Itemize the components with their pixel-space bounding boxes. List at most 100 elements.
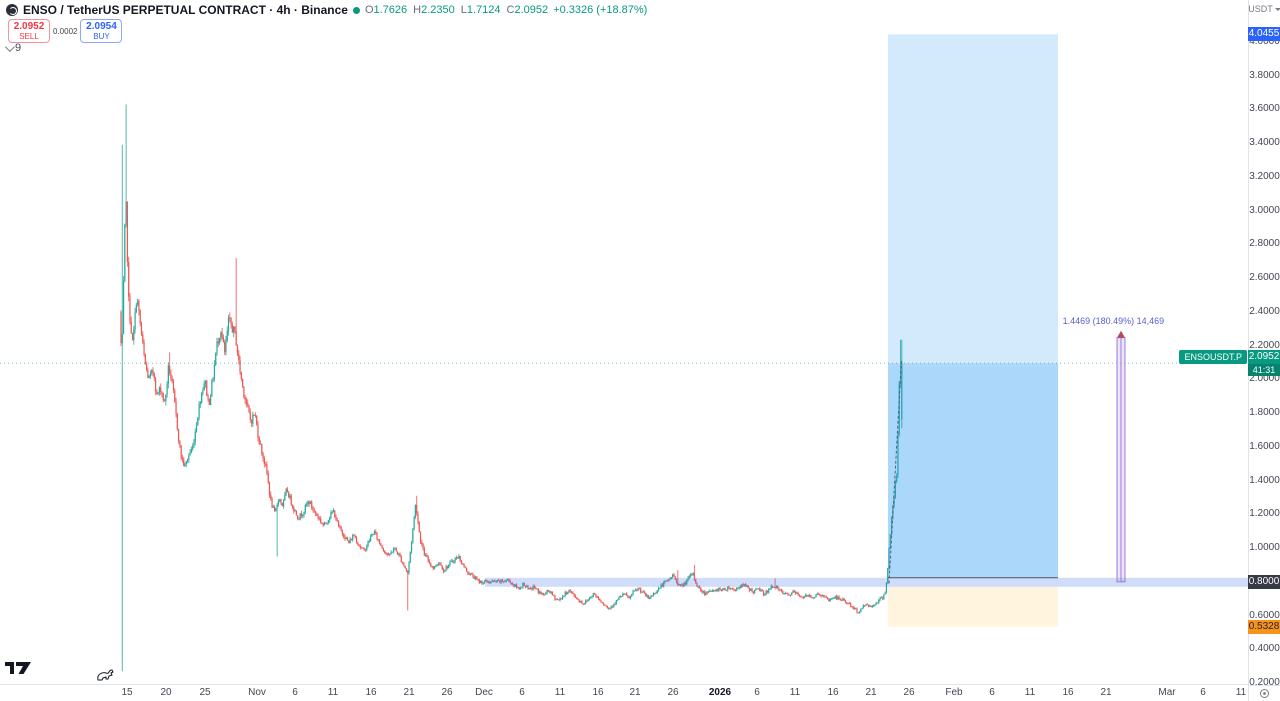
candle-body [189, 452, 191, 456]
candle-body [435, 566, 437, 568]
candle-body [294, 510, 296, 512]
candle-body [537, 588, 539, 593]
candle-body [794, 591, 797, 594]
candle-body [792, 590, 794, 593]
candle-body [144, 354, 146, 365]
ohlc-key: O [364, 4, 374, 16]
stop-price-label: 0.5328 [1248, 619, 1280, 634]
candle-body [245, 399, 248, 404]
candle-body [403, 563, 405, 566]
candle-body [340, 527, 342, 531]
candle-body [254, 415, 256, 417]
chevron-down-icon [4, 41, 15, 52]
candle-body [674, 576, 676, 580]
candle-body [368, 540, 370, 542]
candle-body [263, 458, 265, 465]
support-band[interactable] [485, 577, 1248, 587]
candle-body [742, 584, 744, 586]
candle-body [513, 584, 515, 587]
candle-body [541, 593, 543, 595]
candle-body [239, 359, 241, 373]
candle-body [244, 397, 246, 400]
candle-body [402, 562, 404, 564]
price-tick: 3.0000 [1249, 204, 1280, 216]
candle-body [759, 588, 761, 591]
candle-body [385, 552, 387, 554]
candle-body [490, 581, 492, 583]
candle-body [523, 582, 525, 586]
candle-body [550, 591, 552, 593]
candle-body [672, 574, 674, 578]
candle-body [224, 341, 226, 353]
candle-body [261, 443, 263, 454]
candle-body [554, 595, 556, 600]
candle-body [393, 548, 395, 552]
candle-body [158, 387, 160, 394]
candle-body [601, 602, 603, 604]
ohlc-value: 1.7626 [373, 4, 408, 16]
candle-body [318, 518, 320, 520]
candle-body [229, 317, 231, 319]
candle-body [505, 580, 507, 582]
candle-body [642, 591, 644, 593]
chart-canvas[interactable] [0, 0, 1248, 685]
candle-body [553, 595, 555, 597]
candle-body [387, 554, 390, 556]
candle-body [637, 588, 639, 591]
position-stop-zone[interactable] [888, 586, 1058, 627]
candle-body [125, 201, 127, 225]
candle-body [536, 588, 538, 590]
sell-button[interactable]: 2.0952 SELL [8, 19, 50, 43]
candle-body [773, 586, 775, 588]
candle-body [530, 588, 532, 590]
pump-trendline[interactable] [888, 359, 902, 584]
candle-body [309, 501, 312, 504]
time-axis[interactable]: 15 20 25 Nov 6 11 16 21 26 Dec 6 11 16 21 26 2026 6 11 16 2… [0, 684, 1248, 701]
candle-body [801, 596, 803, 598]
candle-body [705, 592, 707, 595]
candle-body [888, 548, 890, 569]
candle-body [652, 593, 655, 596]
position-profit-zone-lower[interactable] [888, 363, 1058, 578]
candle-body [871, 605, 873, 608]
candle-body [259, 443, 262, 445]
axis-settings-corner[interactable] [1248, 685, 1280, 701]
candle-body [247, 403, 249, 406]
tradingview-logo[interactable] [5, 660, 33, 681]
candle-body [737, 588, 739, 590]
axis-currency[interactable]: USDT [1248, 4, 1280, 14]
candle-body [243, 386, 245, 398]
candle-body [268, 482, 271, 495]
candle-body [684, 582, 687, 585]
position-profit-zone-upper[interactable] [888, 34, 1058, 364]
candle-body [627, 595, 629, 597]
candle-body [300, 513, 303, 517]
candle-body [579, 601, 582, 603]
candle-body [349, 538, 351, 543]
candle-body [673, 574, 675, 577]
candle-body [212, 378, 214, 381]
candle-body [898, 383, 900, 435]
candle-body [839, 598, 841, 600]
time-tick: Nov [248, 687, 266, 698]
candle-body [275, 507, 277, 512]
candle-body [188, 455, 190, 460]
candle-body [570, 591, 573, 593]
candle-body [852, 606, 854, 609]
candle-body [869, 605, 871, 607]
candle-body [476, 576, 478, 580]
buy-button[interactable]: 2.0954 BUY [80, 19, 123, 43]
candle-body [623, 593, 625, 595]
candle-body [386, 553, 388, 555]
candle-body [230, 317, 232, 325]
candle-body [257, 424, 259, 438]
symbol-title[interactable]: ENSO / TetherUS PERPETUAL CONTRACT · 4h … [23, 3, 348, 17]
candle-body [130, 321, 132, 334]
candle-body [422, 544, 424, 549]
candle-body [186, 459, 189, 462]
candle-body [643, 591, 646, 594]
candle-body [175, 401, 177, 414]
candle-body [149, 373, 152, 377]
candle-body [517, 587, 519, 589]
object-tree-count[interactable]: 9 [4, 41, 21, 54]
